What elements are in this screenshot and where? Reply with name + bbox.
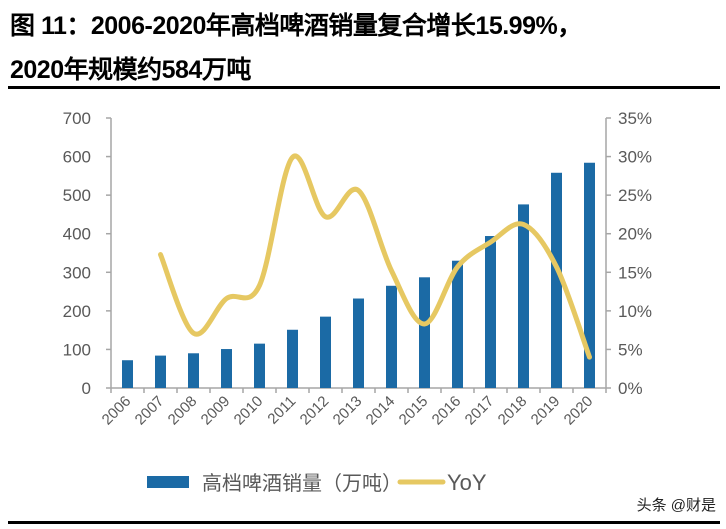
x-axis-tick-label: 2010 xyxy=(231,393,267,429)
right-axis-tick-label: 20% xyxy=(618,225,652,244)
yoy-line xyxy=(158,153,592,360)
legend-label-bar: 高档啤酒销量（万吨） xyxy=(202,472,402,495)
x-axis-tick-label: 2011 xyxy=(264,393,299,428)
right-axis-tick-label: 25% xyxy=(618,186,652,205)
bar-2010 xyxy=(254,343,265,388)
right-axis-tick-label: 0% xyxy=(618,379,643,398)
bar-2008 xyxy=(188,353,199,388)
chart-title-line1: 图 11：2006-2020年高档啤酒销量复合增长15.99%， xyxy=(10,12,582,40)
bar-2017 xyxy=(485,236,496,388)
bar-2015 xyxy=(419,277,430,388)
chart-title-line2: 2020年规模约584万吨 xyxy=(10,56,251,84)
right-axis-tick-label: 30% xyxy=(618,148,652,167)
x-axis-tick-label: 2019 xyxy=(528,393,564,429)
bar-2012 xyxy=(320,316,331,388)
legend: 高档啤酒销量（万吨） YoY xyxy=(147,470,487,495)
right-axis-tick-label: 5% xyxy=(618,340,643,359)
right-axis-tick-label: 35% xyxy=(618,109,652,128)
bar-2020 xyxy=(584,162,595,388)
legend-swatch-bar xyxy=(147,476,189,488)
left-axis-tick-label: 0 xyxy=(82,379,91,398)
left-axis-tick-label: 200 xyxy=(63,302,91,321)
x-axis-tick-label: 2018 xyxy=(495,393,531,429)
x-axis-tick-label: 2012 xyxy=(297,393,333,429)
right-axis-tick-label: 10% xyxy=(618,302,652,321)
bottom-divider xyxy=(8,521,720,524)
bar-2007 xyxy=(155,355,166,388)
left-axis-tick-label: 500 xyxy=(63,186,91,205)
x-axis-tick-label: 2017 xyxy=(462,393,498,429)
x-axis-tick-label: 2013 xyxy=(330,393,366,429)
x-axis-tick-label: 2006 xyxy=(99,393,135,429)
x-axis-tick-label: 2016 xyxy=(429,393,465,429)
bar-2006 xyxy=(122,360,133,388)
x-axis-tick-label: 2007 xyxy=(132,393,168,429)
legend-label-line: YoY xyxy=(447,470,487,495)
x-axis-tick-label: 2009 xyxy=(198,393,234,429)
x-axis-tick-label: 2020 xyxy=(561,393,597,429)
bar-2009 xyxy=(221,349,232,388)
left-axis-tick-label: 100 xyxy=(63,340,91,359)
left-axis-tick-label: 700 xyxy=(63,109,91,128)
x-axis-tick-label: 2008 xyxy=(165,393,201,429)
bar-2018 xyxy=(518,204,529,388)
title-divider xyxy=(8,86,720,89)
left-axis-tick-label: 400 xyxy=(63,225,91,244)
bar-2016 xyxy=(452,260,463,388)
bar-2019 xyxy=(551,172,562,388)
watermark: 头条 @财是 xyxy=(636,497,716,514)
x-axis-tick-label: 2015 xyxy=(396,393,432,429)
bar-2013 xyxy=(353,298,364,388)
left-axis-tick-label: 600 xyxy=(63,148,91,167)
bar-2011 xyxy=(287,329,298,388)
x-axis-tick-label: 2014 xyxy=(363,393,399,429)
bar-2014 xyxy=(386,285,397,388)
right-axis-tick-label: 15% xyxy=(618,263,652,282)
left-axis-tick-label: 300 xyxy=(63,263,91,282)
